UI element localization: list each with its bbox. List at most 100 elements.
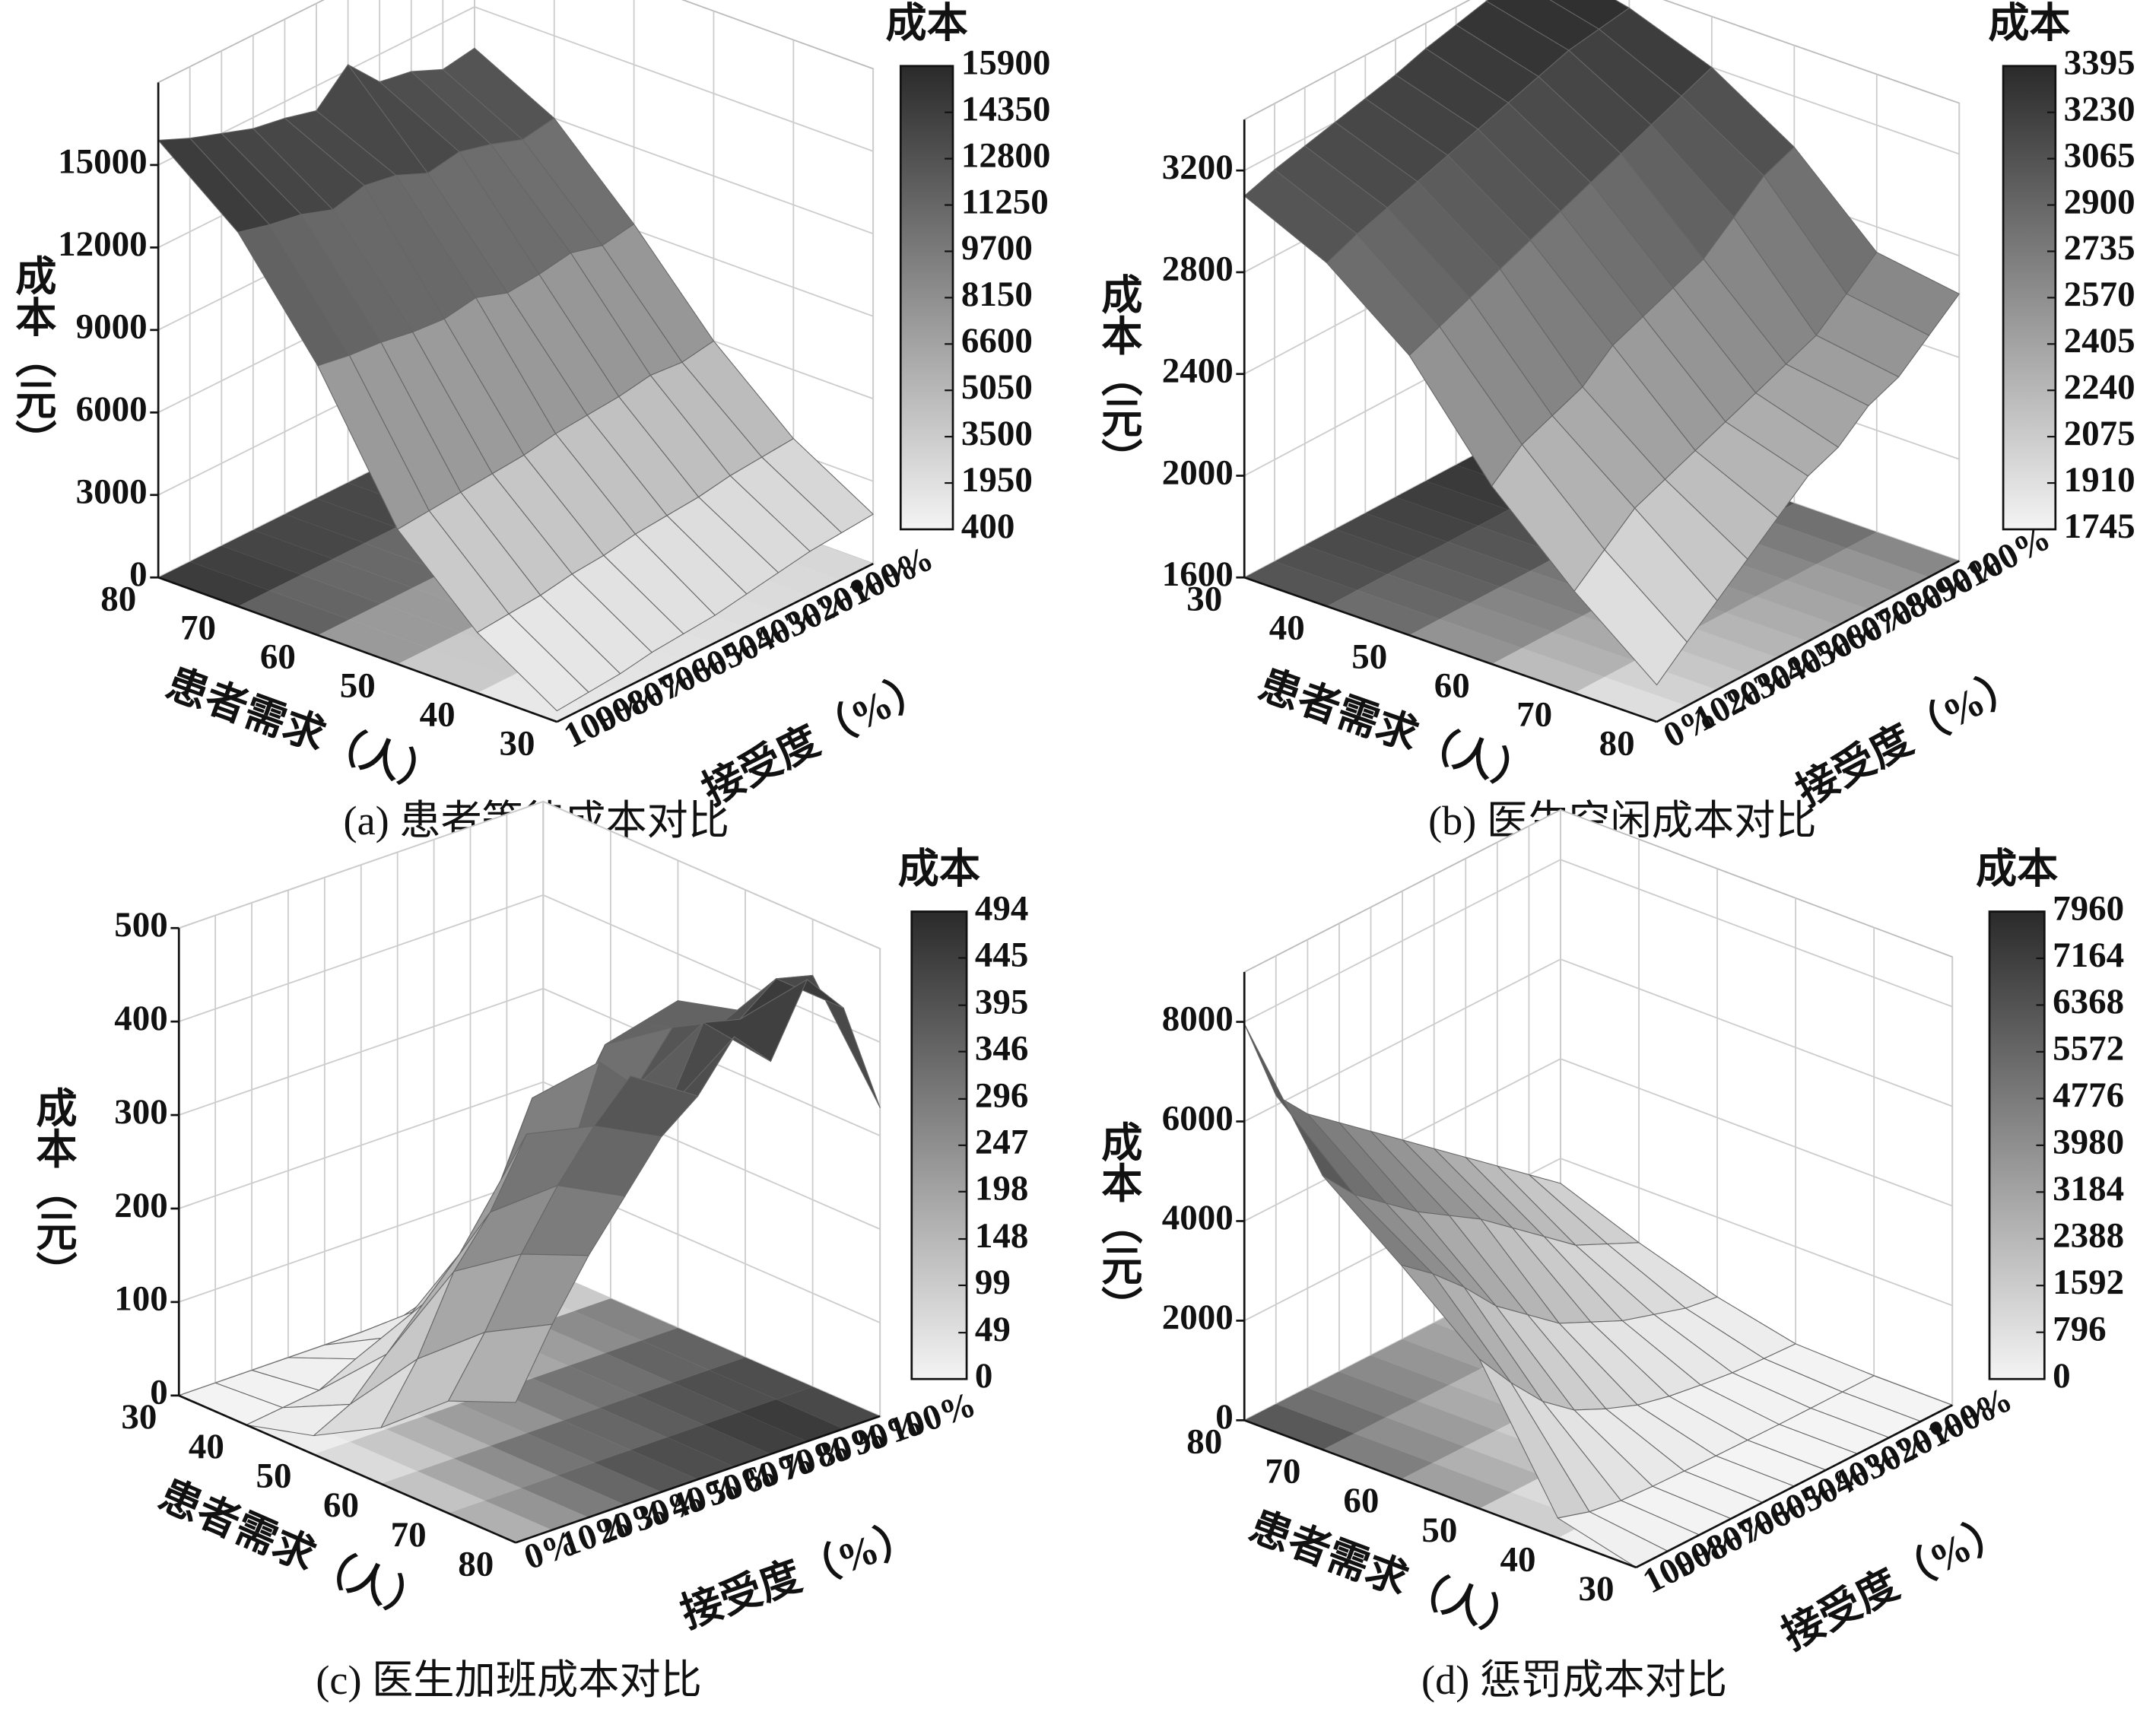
z-tick-label: 15000 [58, 142, 147, 182]
floor-projection [1816, 548, 1929, 593]
colorbar-tick-label: 2900 [2064, 182, 2135, 221]
x-tick-label: 30 [121, 1397, 157, 1437]
floor-projection [1307, 1371, 1418, 1418]
z-tick-label: 1600 [1162, 554, 1234, 594]
z-axis-title: 成本（元） [30, 1086, 77, 1292]
floor-projection [1574, 676, 1688, 723]
colorbar [899, 65, 954, 531]
floor-projection [1244, 561, 1357, 607]
colorbar-tick-label: 2388 [2053, 1216, 2124, 1256]
floor-projection [709, 1357, 813, 1399]
floor-projection [380, 1471, 485, 1514]
floor-projection [1401, 1463, 1511, 1509]
colorbar-tick-label: 1950 [961, 460, 1033, 500]
colorbar [910, 910, 968, 1380]
x-axis-title: 患者需求（人） [1253, 662, 1541, 800]
surface-patch [476, 613, 589, 712]
x-axis-title: 患者需求（人） [160, 660, 447, 802]
colorbar-tick-label: 3065 [2064, 135, 2135, 175]
floor-projection [453, 1446, 558, 1488]
colorbar-tick-label: 5572 [2053, 1029, 2124, 1069]
colorbar-tick-label: 2405 [2064, 321, 2135, 361]
colorbar-tick-label: 3184 [2053, 1169, 2124, 1209]
x-tick-label: 80 [100, 580, 136, 619]
colorbar-tick-label: 0 [2053, 1356, 2071, 1396]
panel: 020004000600080003040506070800%10%20%30%… [1095, 808, 2124, 1703]
y-axis-title: 接受度（%） [1775, 1504, 2016, 1658]
floor-projection [1695, 612, 1808, 658]
y-axis-title: 接受度（%） [695, 662, 937, 814]
floor-projection [1432, 1447, 1543, 1493]
z-axis-title: 成本（元） [1095, 273, 1142, 479]
floor-projection [1500, 570, 1613, 616]
colorbar-title: 成本 [885, 1, 967, 46]
colorbar-tick-label: 445 [975, 935, 1029, 974]
y-axis [556, 562, 874, 723]
floor-projection [1479, 1492, 1589, 1539]
z-tick-label: 6000 [76, 389, 148, 429]
colorbar-tick-label: 49 [975, 1310, 1011, 1349]
floor-projection [1522, 631, 1635, 677]
x-tick-label: 60 [323, 1485, 359, 1525]
x-tick-label: 50 [1421, 1510, 1457, 1550]
floor-projection [526, 1420, 631, 1463]
floor-projection [1846, 532, 1960, 577]
grid-line [1243, 859, 1953, 1023]
x-axis [1243, 576, 1657, 723]
colorbar-tick-label: 3980 [2053, 1123, 2124, 1162]
x-tick-label: 50 [340, 665, 376, 705]
colorbar-tick-label: 2735 [2064, 228, 2135, 268]
colorbar-tick-label: 148 [975, 1216, 1029, 1256]
colorbar-tick-label: 8150 [961, 275, 1033, 314]
colorbar-tick-label: 2075 [2064, 414, 2135, 453]
colorbar-tick-label: 395 [975, 982, 1029, 1021]
floor-projection [1370, 1339, 1481, 1385]
floor-projection [666, 1425, 771, 1467]
colorbar-title: 成本 [898, 846, 980, 891]
colorbar-tick-label: 296 [975, 1076, 1029, 1116]
caption: (c) 医生加班成本对比 [316, 1657, 701, 1703]
x-tick-label: 30 [1579, 1569, 1615, 1609]
colorbar-tick-label: 4776 [2053, 1075, 2124, 1115]
floor-projection [380, 587, 493, 633]
floor-projection [417, 1458, 522, 1501]
colorbar-tick-label: 9700 [961, 228, 1033, 268]
z-tick-label: 4000 [1162, 1198, 1234, 1237]
colorbar-tick-label: 3395 [2064, 43, 2135, 83]
grid-line [1243, 1158, 1953, 1322]
y-axis [1635, 1404, 1953, 1569]
floor-projection [386, 1416, 491, 1459]
floor-projection [1244, 1404, 1354, 1450]
colorbar-tick-label: 1745 [2064, 507, 2135, 546]
floor-projection [605, 1340, 710, 1383]
floor-projection [1418, 1384, 1528, 1431]
panel: 030006000900012000150003040506070800%10%… [9, 0, 1051, 843]
colorbar-tick-label: 12800 [961, 135, 1051, 175]
colorbar-title: 成本 [1988, 1, 2070, 46]
floor-projection [1755, 580, 1869, 626]
floor-projection [599, 1395, 703, 1437]
floor-projection [1365, 497, 1478, 542]
floor-projection [1338, 1355, 1450, 1402]
floor-projection [739, 1399, 844, 1442]
z-tick-label: 200 [114, 1186, 168, 1225]
x-tick-label: 70 [1516, 694, 1552, 734]
x-tick-label: 80 [1186, 1422, 1222, 1462]
surface-patch [448, 1323, 553, 1403]
floor-projection [776, 1387, 881, 1429]
y-axis [1656, 560, 1960, 723]
floor-projection [636, 1382, 740, 1425]
floor-projection [252, 514, 365, 559]
colorbar-tick-label: 494 [975, 888, 1029, 928]
x-tick-label: 40 [1500, 1539, 1535, 1579]
colorbar-tick-label: 2240 [2064, 367, 2135, 407]
x-axis-title: 患者需求（人） [1243, 1503, 1529, 1647]
floor-projection [1409, 619, 1523, 665]
floor-projection [672, 1370, 776, 1412]
x-tick-label: 60 [260, 637, 296, 676]
colorbar-tick-label: 3500 [961, 414, 1033, 453]
floor-projection [538, 1310, 642, 1354]
